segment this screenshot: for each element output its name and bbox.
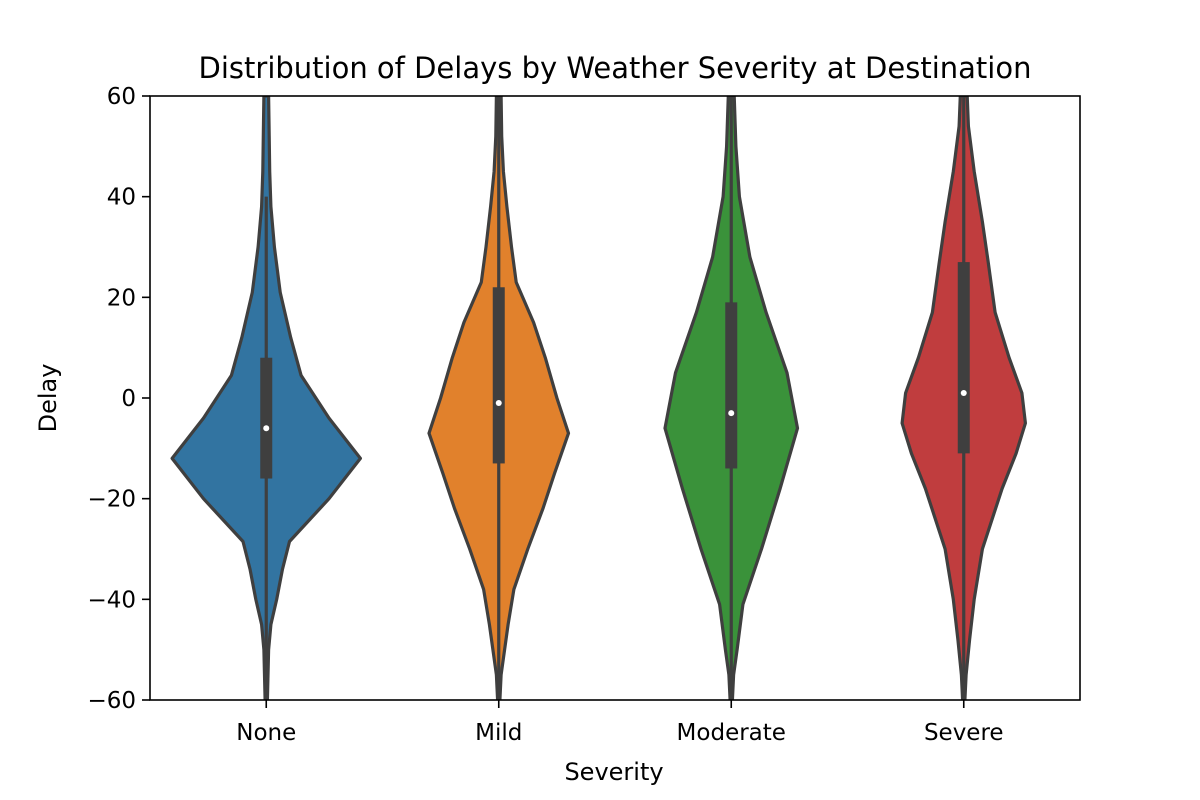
violin-group: [170, 96, 362, 700]
violin-median-dot: [495, 400, 502, 407]
violin-median-dot: [728, 410, 735, 417]
violin-iqr-box: [957, 262, 970, 454]
x-tick-label: None: [236, 720, 296, 746]
violin-median-dot: [960, 389, 967, 396]
violins-layer: [170, 96, 1027, 700]
y-tick-label: −40: [87, 587, 136, 613]
violin-median-dot: [263, 425, 270, 432]
y-axis: −60 −40 −20 0 20 40 60: [87, 84, 150, 714]
y-tick-label: 0: [121, 386, 136, 412]
y-axis-label: Delay: [34, 364, 62, 433]
x-axis: None Mild Moderate Severe: [236, 700, 1004, 746]
violin-group: [663, 96, 800, 700]
y-tick-label: 60: [107, 84, 136, 110]
violin-iqr-box: [725, 302, 738, 469]
violin-group: [900, 96, 1027, 700]
violin-group: [427, 96, 571, 700]
violin-iqr-box: [260, 357, 273, 479]
chart-title: Distribution of Delays by Weather Severi…: [199, 51, 1032, 85]
y-tick-label: −60: [87, 688, 136, 714]
x-axis-label: Severity: [564, 758, 663, 786]
x-tick-label: Moderate: [677, 720, 786, 746]
x-tick-label: Mild: [475, 720, 522, 746]
y-tick-label: −20: [87, 487, 136, 513]
x-tick-label: Severe: [924, 720, 1004, 746]
y-tick-label: 20: [107, 285, 136, 311]
y-tick-label: 40: [107, 185, 136, 211]
violin-iqr-box: [492, 287, 505, 464]
